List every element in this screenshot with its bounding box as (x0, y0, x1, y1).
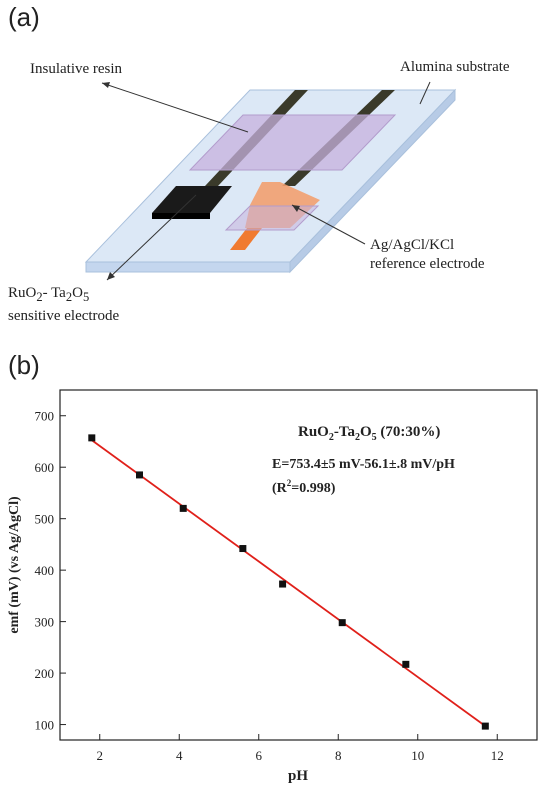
x-axis-label: pH (288, 768, 308, 784)
reference-leader-arrow (292, 205, 300, 212)
x-tick-label: 2 (97, 748, 104, 763)
sensitive-leader-line (106, 194, 197, 281)
data-points (88, 434, 489, 730)
data-point (402, 660, 410, 668)
panel-a-label: (a) (8, 2, 40, 32)
y-axis: 100 200 300 400 500 600 700 (35, 409, 66, 733)
sensitive-callout-line1: RuO2- Ta2O5 (8, 285, 90, 304)
insulative-resin (188, 114, 397, 171)
x-tick-label: 12 (491, 748, 504, 763)
data-point (136, 471, 143, 479)
chart-annotation-r2: (R2=0.998) (272, 478, 336, 496)
x-tick-label: 10 (411, 748, 424, 763)
y-tick-label: 200 (35, 666, 55, 681)
linear-fit-line (89, 438, 488, 729)
x-tick-label: 4 (176, 748, 183, 763)
y-tick-label: 400 (35, 563, 55, 578)
sensitive-electrode-edge (152, 213, 210, 219)
x-tick-label: 8 (335, 748, 342, 763)
y-axis-label: emf (mV) (vs Ag/AgCl) (7, 496, 22, 634)
sensitive-electrode-callout: RuO2- Ta2O5 sensitive electrode (8, 284, 119, 326)
reference-electrode-callout: Ag/AgCl/KCl reference electrode (370, 236, 485, 274)
reference-electrode-lead (230, 228, 262, 250)
y-tick-label: 100 (35, 718, 55, 733)
reference-leader-line (291, 204, 366, 245)
emf-vs-ph-chart: 2 4 6 8 10 12 100 200 300 400 500 600 700 pH emf (m… (7, 389, 538, 784)
x-axis: 2 4 6 8 10 12 (97, 734, 504, 763)
resin-leader-arrow (102, 82, 110, 88)
plot-frame (59, 389, 538, 741)
substrate-callout: Alumina substrate (400, 59, 510, 75)
reference-resin-window (224, 205, 320, 231)
panel-b-label: (b) (8, 350, 40, 380)
resin-callout: Insulative resin (30, 61, 123, 77)
y-tick-label: 600 (35, 460, 55, 475)
data-point (481, 722, 489, 730)
chart-annotation-equation: E=753.4±5 mV-56.1±.8 mV/pH (272, 457, 455, 472)
data-point (88, 434, 96, 442)
data-point (338, 619, 346, 627)
reference-callout-line1: Ag/AgCl/KCl (370, 237, 455, 253)
y-tick-label: 500 (35, 512, 55, 527)
data-point (239, 545, 247, 553)
data-point (179, 504, 187, 512)
reference-callout-line2: reference electrode (370, 256, 485, 272)
resin-leader-line (101, 82, 249, 133)
x-tick-label: 6 (256, 748, 263, 763)
y-tick-label: 300 (35, 615, 55, 630)
sensor-schematic (84, 81, 457, 281)
sensitive-callout-line2: sensitive electrode (8, 308, 120, 324)
sensitive-leader-arrow (107, 272, 115, 280)
y-tick-label: 700 (35, 409, 55, 424)
chart-annotation-title: RuO2-Ta2O5 (70:30%) (298, 424, 440, 443)
substrate-leader-line (419, 81, 431, 105)
data-point (279, 580, 287, 588)
